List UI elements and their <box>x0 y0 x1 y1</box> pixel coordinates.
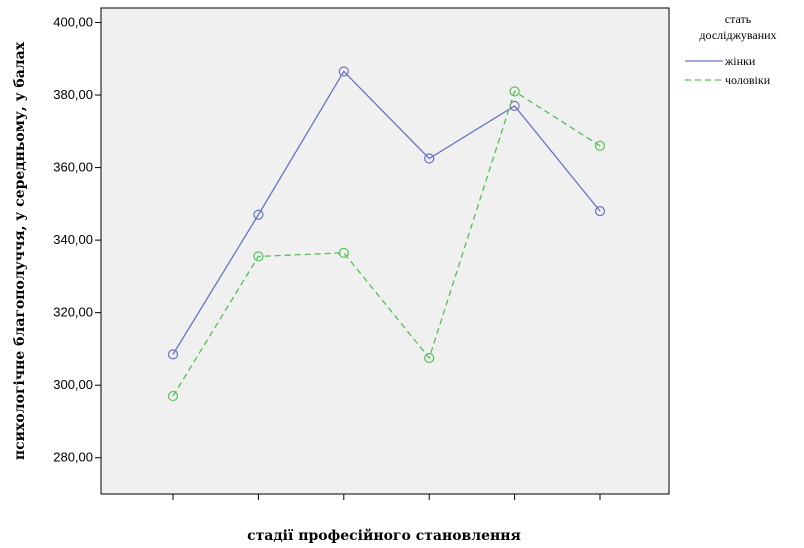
data-point-marker <box>338 247 349 258</box>
series-line <box>172 90 601 397</box>
data-point-marker <box>509 100 520 112</box>
data-point-marker <box>253 251 264 262</box>
y-tick-label: 300,00 <box>53 377 93 392</box>
y-tick-label: 360,00 <box>53 160 93 175</box>
data-point-marker <box>594 140 606 151</box>
data-point-marker <box>253 209 264 220</box>
y-tick-label: 340,00 <box>53 232 93 247</box>
legend-title-line-2: досліджуваних <box>699 28 776 42</box>
plot-area <box>100 7 670 495</box>
series-layer <box>167 66 606 402</box>
y-axis: 280,00 300,00 320,00 340,00 360,00 380,00 400,… <box>53 15 101 465</box>
data-point-marker <box>424 153 435 164</box>
data-point-marker <box>167 390 179 402</box>
legend: стать досліджуваних жінки чоловіки <box>685 12 777 87</box>
legend-label: жінки <box>724 54 756 68</box>
data-point-marker <box>594 206 606 217</box>
y-tick-label: 320,00 <box>53 305 93 320</box>
legend-label: чоловіки <box>725 73 771 87</box>
data-point-marker <box>338 66 349 77</box>
series-1 <box>167 66 606 360</box>
x-axis <box>172 494 601 500</box>
series-line <box>172 70 601 355</box>
data-point-marker <box>167 349 179 360</box>
y-tick-label: 280,00 <box>53 450 93 465</box>
data-point-marker <box>509 86 520 97</box>
y-axis-title: психологічне благополуччя, у середньому,… <box>12 41 28 460</box>
legend-entries: жінки чоловіки <box>685 54 771 87</box>
x-axis-title: стадії професійного становлення <box>247 527 521 544</box>
data-point-marker <box>424 352 435 364</box>
legend-title-line-1: стать <box>725 12 752 26</box>
y-tick-label: 400,00 <box>53 15 93 30</box>
series-2 <box>167 86 606 402</box>
y-tick-label: 380,00 <box>53 87 93 102</box>
